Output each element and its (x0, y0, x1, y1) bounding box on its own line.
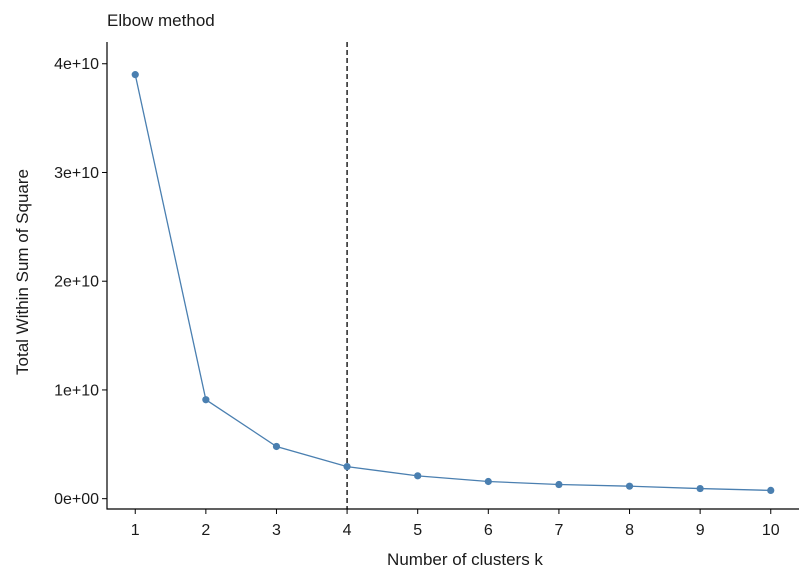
data-point (343, 462, 351, 471)
data-point (767, 486, 775, 495)
y-axis-title: Total Within Sum of Square (13, 169, 32, 375)
x-tick-label: 8 (625, 522, 634, 539)
chart-title: Elbow method (107, 11, 215, 30)
x-tick-label: 6 (484, 522, 493, 539)
x-tick-label: 3 (272, 522, 281, 539)
data-point (625, 482, 634, 490)
data-point (484, 477, 492, 486)
y-tick-label: 0e+00 (54, 491, 99, 508)
x-tick-label: 5 (413, 522, 422, 539)
y-tick-label: 4e+10 (54, 56, 99, 73)
data-point (202, 396, 210, 404)
plot-area: 0e+00 1e+10 2e+10 3e+10 4e+10 1 2 3 4 5 6 7 8 9 10 (54, 42, 799, 539)
data-point (555, 480, 563, 489)
y-tick-label: 1e+10 (54, 382, 99, 399)
x-tick-label: 10 (762, 522, 780, 539)
x-tick-label: 2 (201, 522, 210, 539)
x-tick-label: 9 (696, 522, 705, 539)
data-point (414, 472, 422, 480)
x-tick-label: 1 (131, 522, 140, 539)
data-point (272, 442, 281, 451)
y-tick-label: 2e+10 (54, 274, 99, 291)
series-line (134, 74, 771, 492)
y-tick-label: 3e+10 (54, 165, 99, 182)
data-point (696, 484, 704, 493)
data-point (131, 71, 139, 79)
x-tick-label: 4 (343, 522, 352, 539)
x-tick-label: 7 (554, 522, 563, 539)
x-axis-title: Number of clusters k (387, 550, 543, 569)
